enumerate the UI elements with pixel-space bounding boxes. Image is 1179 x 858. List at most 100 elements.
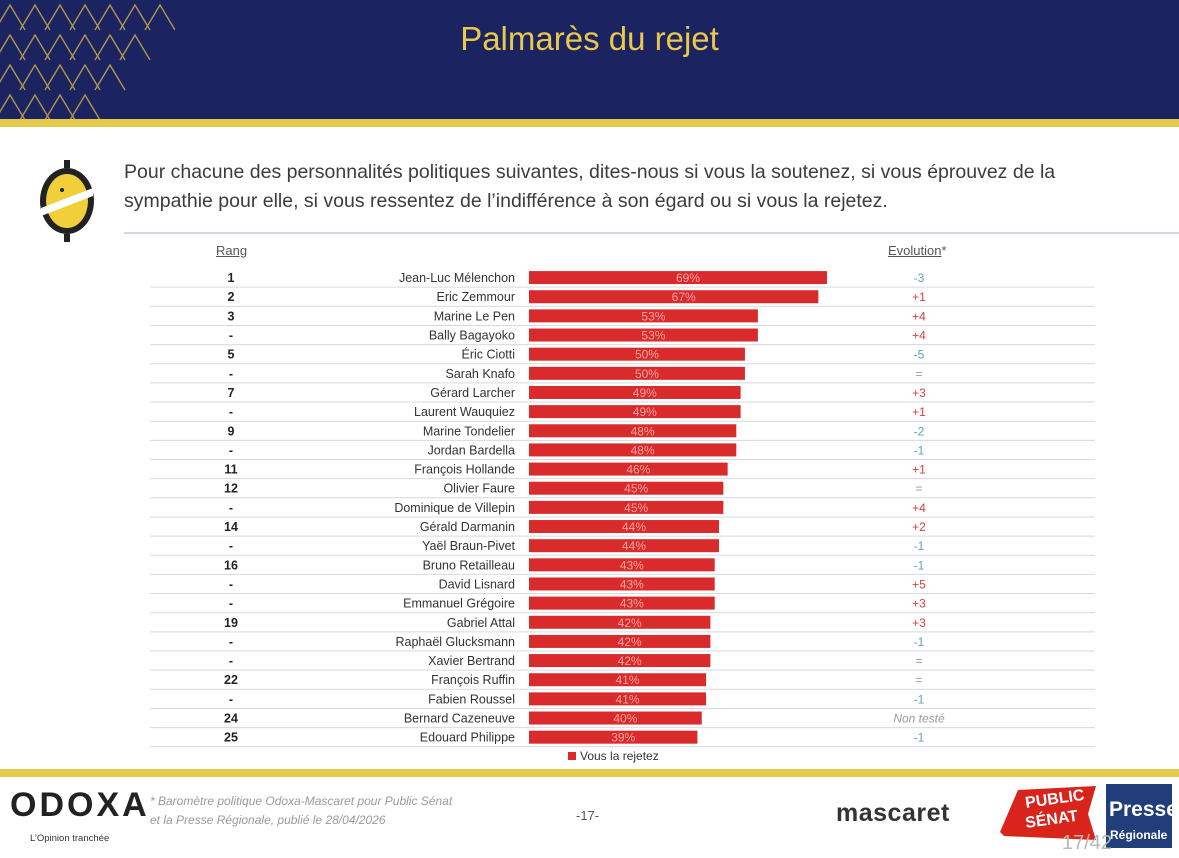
evolution-value: -3 [914, 271, 925, 285]
person-name: Gérard Larcher [430, 386, 515, 400]
page-title: Palmarès du rejet [460, 20, 719, 57]
rejection-bar [529, 673, 707, 687]
odoxa-logo: ODOXA [10, 786, 150, 824]
evolution-header-label: Evolution [888, 243, 942, 258]
evolution-column-header: Evolution* [888, 243, 947, 258]
rejection-bar [529, 462, 728, 476]
source-line-1: * Baromètre politique Odoxa-Mascaret pou… [150, 794, 453, 808]
bar-value-label: 46% [626, 463, 650, 477]
rank-label: 14 [224, 520, 238, 534]
person-name: Raphaël Glucksmann [395, 635, 515, 649]
rejection-bar [529, 290, 819, 304]
bar-value-label: 53% [641, 309, 665, 323]
rank-label: - [229, 329, 233, 343]
person-name: Gabriel Attal [447, 616, 515, 630]
rank-label: - [229, 405, 233, 419]
rejection-bar [529, 539, 720, 553]
evolution-value: +4 [912, 329, 926, 343]
rejection-bar [529, 500, 724, 514]
rejection-bar [529, 347, 745, 361]
bar-value-label: 42% [618, 616, 642, 630]
bar-value-label: 44% [622, 539, 646, 553]
rejection-bar [529, 520, 720, 534]
evolution-value: -1 [914, 635, 925, 649]
rejection-bar [529, 366, 745, 380]
rank-label: 2 [228, 290, 235, 304]
survey-question: Pour chacune des personnalités politique… [124, 161, 1056, 212]
odoxa-tagline: L’Opinion tranchée [30, 833, 110, 844]
evolution-value: -1 [914, 692, 925, 706]
odoxa-o-logo-icon [40, 160, 94, 242]
page-number: -17- [576, 808, 600, 823]
person-name: Éric Ciotti [462, 347, 515, 362]
person-name: Yaël Braun-Pivet [422, 539, 515, 553]
evolution-value: +3 [912, 616, 926, 630]
person-name: Olivier Faure [443, 482, 515, 496]
evolution-value: -1 [914, 443, 925, 457]
person-name: Bernard Cazeneuve [404, 712, 515, 726]
rank-label: - [229, 635, 233, 649]
person-name: Edouard Philippe [420, 731, 515, 745]
bar-value-label: 41% [616, 673, 640, 687]
page-index-watermark: 17/42 [1062, 832, 1113, 854]
rank-label: - [229, 443, 233, 457]
person-name: Bally Bagayoko [429, 329, 515, 343]
bar-value-label: 69% [676, 271, 700, 285]
rejection-bar [529, 634, 711, 648]
rejection-bar [529, 385, 741, 399]
mascaret-logo: mascaret [836, 799, 950, 827]
legend-label: Vous la rejetez [580, 749, 659, 763]
rejection-bar [529, 328, 758, 342]
evolution-value: +4 [912, 501, 926, 515]
bar-value-label: 41% [616, 692, 640, 706]
rank-label: - [229, 367, 233, 381]
rank-label: - [229, 692, 233, 706]
bar-value-label: 39% [611, 731, 635, 745]
rank-label: - [229, 501, 233, 515]
evolution-value: +4 [912, 309, 926, 323]
rejection-bar [529, 711, 702, 725]
evolution-value: +1 [912, 405, 926, 419]
chart-legend: Vous la rejetez [568, 749, 659, 763]
rank-label: 22 [224, 673, 238, 687]
bar-value-label: 48% [631, 443, 655, 457]
evolution-value: -2 [914, 424, 925, 438]
bar-value-label: 53% [641, 329, 665, 343]
rank-label: 7 [228, 386, 235, 400]
question-divider [124, 232, 1179, 234]
bar-value-label: 44% [622, 520, 646, 534]
rejection-bar [529, 558, 715, 572]
header-gold-band [0, 119, 1179, 127]
rank-label: - [229, 654, 233, 668]
evolution-value: +3 [912, 597, 926, 611]
rank-label: 12 [224, 482, 238, 496]
rejection-bar [529, 443, 737, 457]
rank-label: 9 [228, 424, 235, 438]
rank-label: 5 [228, 348, 235, 362]
header-banner: Palmarès du rejet [0, 0, 1179, 120]
evolution-value: -1 [914, 558, 925, 572]
rejection-bar [529, 405, 741, 419]
rejection-bar [529, 577, 715, 591]
source-line-2: et la Presse Régionale, publié le 28/04/… [150, 813, 386, 827]
person-name: Fabien Roussel [428, 692, 515, 706]
bar-value-label: 45% [624, 482, 648, 496]
person-name: Jean-Luc Mélenchon [399, 271, 515, 285]
rank-label: 24 [224, 712, 238, 726]
bar-value-label: 43% [620, 577, 644, 591]
bar-value-label: 50% [635, 367, 659, 381]
person-name: Laurent Wauquiez [414, 405, 515, 419]
rejection-bar [529, 692, 707, 706]
evolution-value: +3 [912, 386, 926, 400]
gold-chevron-pattern-icon [0, 3, 175, 120]
source-footnote: * Baromètre politique Odoxa-Mascaret pou… [150, 792, 550, 830]
rank-label: - [229, 597, 233, 611]
legend-swatch [568, 752, 576, 760]
presse-line2: Régionale [1110, 828, 1168, 842]
public-senat-logo: PUBLIC SÉNAT [1000, 786, 1096, 840]
person-name: François Ruffin [431, 673, 515, 687]
rank-label: 16 [224, 558, 238, 572]
bar-value-label: 42% [618, 654, 642, 668]
evolution-value: -1 [914, 539, 925, 553]
